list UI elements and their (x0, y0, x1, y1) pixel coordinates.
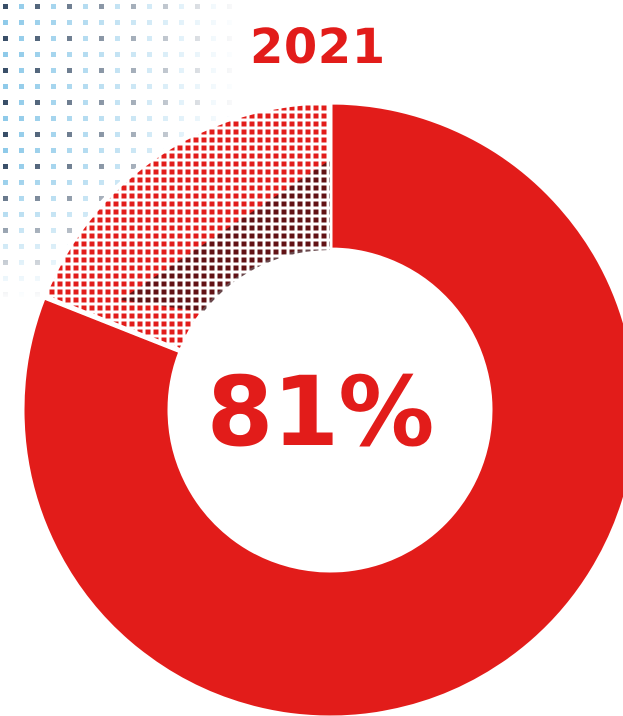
slice-shape (19, 99, 623, 716)
center-value-label: 81% (206, 356, 435, 468)
slice-main (19, 99, 623, 716)
slice-remainder (40, 99, 333, 355)
donut-slices (19, 99, 623, 716)
slice-texture-overlay (43, 102, 330, 352)
chart-title: 2021 (250, 19, 386, 75)
